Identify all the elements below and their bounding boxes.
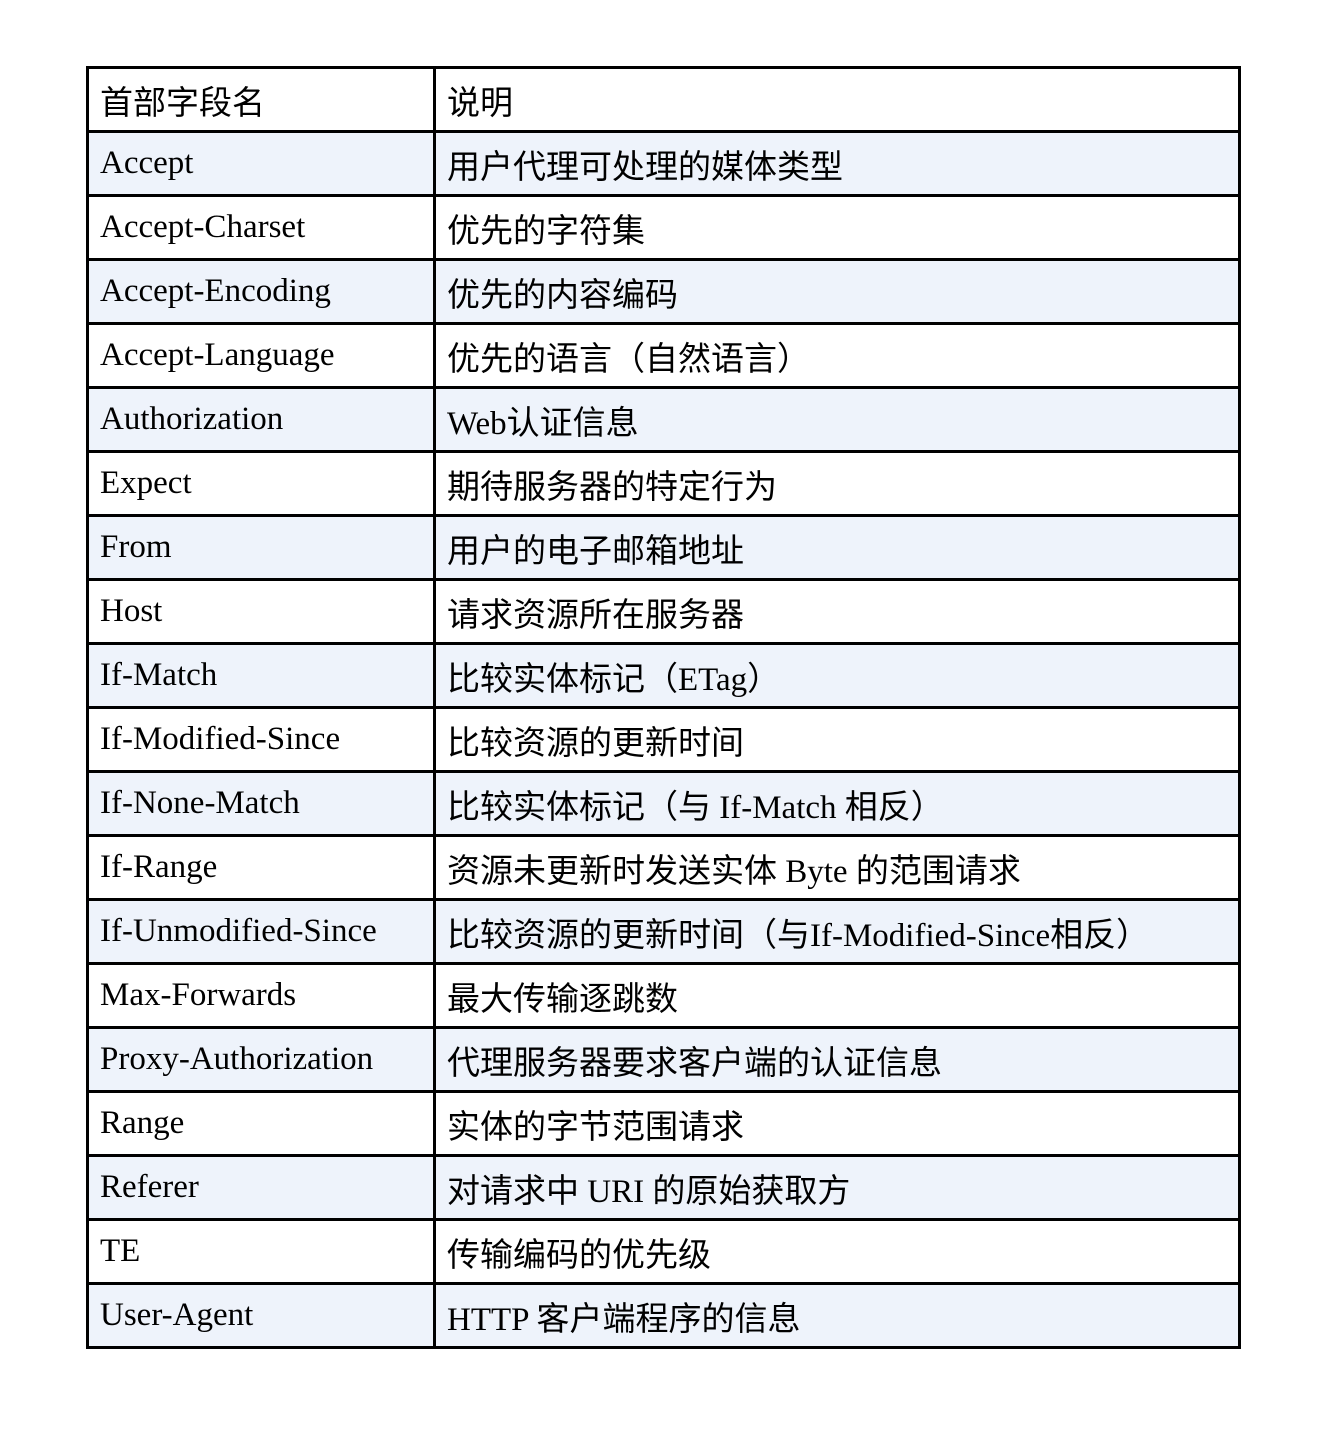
- field-name-cell: Accept-Encoding: [86, 258, 436, 325]
- header-description: 说明: [433, 66, 1241, 133]
- description-cell: 比较实体标记（ETag）: [433, 642, 1241, 709]
- field-name-cell: User-Agent: [86, 1282, 436, 1349]
- description-cell: 比较实体标记（与 If-Match 相反）: [433, 770, 1241, 837]
- description-cell: 比较资源的更新时间: [433, 706, 1241, 773]
- table-row: If-Unmodified-Since 比较资源的更新时间（与If-Modifie…: [86, 898, 1241, 965]
- field-name-cell: TE: [86, 1218, 436, 1285]
- table-row: If-Modified-Since 比较资源的更新时间: [86, 706, 1241, 773]
- description-cell: 优先的语言（自然语言）: [433, 322, 1241, 389]
- description-cell: HTTP 客户端程序的信息: [433, 1282, 1241, 1349]
- field-name-cell: Host: [86, 578, 436, 645]
- table-row: If-Range 资源未更新时发送实体 Byte 的范围请求: [86, 834, 1241, 901]
- table-row: Accept 用户代理可处理的媒体类型: [86, 130, 1241, 197]
- table-row: Max-Forwards 最大传输逐跳数: [86, 962, 1241, 1029]
- field-name-cell: If-None-Match: [86, 770, 436, 837]
- field-name-cell: Proxy-Authorization: [86, 1026, 436, 1093]
- description-cell: 实体的字节范围请求: [433, 1090, 1241, 1157]
- field-name-cell: Expect: [86, 450, 436, 517]
- table-header-row: 首部字段名 说明: [86, 66, 1241, 133]
- description-cell: Web认证信息: [433, 386, 1241, 453]
- description-cell: 资源未更新时发送实体 Byte 的范围请求: [433, 834, 1241, 901]
- table-row: From 用户的电子邮箱地址: [86, 514, 1241, 581]
- table-row: Accept-Encoding 优先的内容编码: [86, 258, 1241, 325]
- table-row: TE 传输编码的优先级: [86, 1218, 1241, 1285]
- table-row: Authorization Web认证信息: [86, 386, 1241, 453]
- table-row: Proxy-Authorization 代理服务器要求客户端的认证信息: [86, 1026, 1241, 1093]
- field-name-cell: Accept: [86, 130, 436, 197]
- field-name-cell: Accept-Charset: [86, 194, 436, 261]
- description-cell: 优先的字符集: [433, 194, 1241, 261]
- description-cell: 代理服务器要求客户端的认证信息: [433, 1026, 1241, 1093]
- description-cell: 比较资源的更新时间（与If-Modified-Since相反）: [433, 898, 1241, 965]
- description-cell: 优先的内容编码: [433, 258, 1241, 325]
- field-name-cell: If-Range: [86, 834, 436, 901]
- header-field-name: 首部字段名: [86, 66, 436, 133]
- field-name-cell: Accept-Language: [86, 322, 436, 389]
- field-name-cell: Authorization: [86, 386, 436, 453]
- description-cell: 期待服务器的特定行为: [433, 450, 1241, 517]
- request-header-table: 首部字段名 说明 Accept 用户代理可处理的媒体类型 Accept-Charse…: [86, 66, 1241, 1349]
- field-name-cell: From: [86, 514, 436, 581]
- table-row: Range 实体的字节范围请求: [86, 1090, 1241, 1157]
- field-name-cell: Referer: [86, 1154, 436, 1221]
- description-cell: 用户代理可处理的媒体类型: [433, 130, 1241, 197]
- field-name-cell: If-Modified-Since: [86, 706, 436, 773]
- description-cell: 请求资源所在服务器: [433, 578, 1241, 645]
- table-row: User-Agent HTTP 客户端程序的信息: [86, 1282, 1241, 1349]
- table-row: If-Match 比较实体标记（ETag）: [86, 642, 1241, 709]
- field-name-cell: If-Unmodified-Since: [86, 898, 436, 965]
- field-name-cell: Range: [86, 1090, 436, 1157]
- table-row: Accept-Charset 优先的字符集: [86, 194, 1241, 261]
- table-row: Accept-Language 优先的语言（自然语言）: [86, 322, 1241, 389]
- table-row: Expect 期待服务器的特定行为: [86, 450, 1241, 517]
- table-row: Host 请求资源所在服务器: [86, 578, 1241, 645]
- description-cell: 对请求中 URI 的原始获取方: [433, 1154, 1241, 1221]
- description-cell: 最大传输逐跳数: [433, 962, 1241, 1029]
- field-name-cell: Max-Forwards: [86, 962, 436, 1029]
- description-cell: 传输编码的优先级: [433, 1218, 1241, 1285]
- table-row: Referer 对请求中 URI 的原始获取方: [86, 1154, 1241, 1221]
- field-name-cell: If-Match: [86, 642, 436, 709]
- description-cell: 用户的电子邮箱地址: [433, 514, 1241, 581]
- table-row: If-None-Match 比较实体标记（与 If-Match 相反）: [86, 770, 1241, 837]
